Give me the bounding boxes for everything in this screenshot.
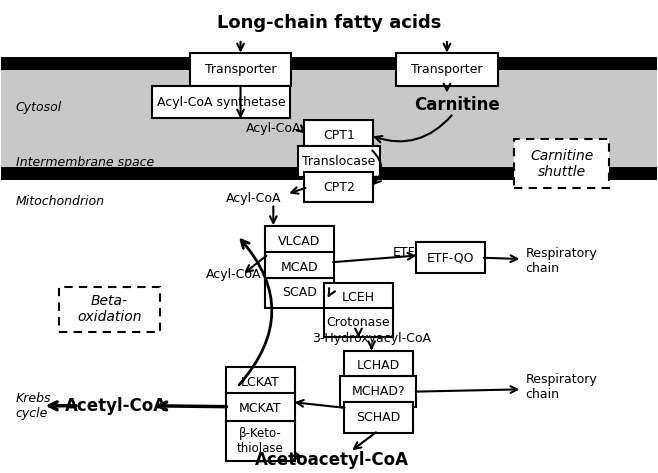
Text: LCEH: LCEH <box>342 291 375 304</box>
Text: Transporter: Transporter <box>411 63 483 76</box>
FancyBboxPatch shape <box>396 53 497 86</box>
Text: MCHAD?: MCHAD? <box>351 385 405 398</box>
FancyBboxPatch shape <box>416 242 484 273</box>
Text: CPT2: CPT2 <box>323 181 355 193</box>
Text: Acyl-CoA: Acyl-CoA <box>226 193 282 205</box>
Text: SCHAD: SCHAD <box>356 411 400 424</box>
FancyBboxPatch shape <box>514 139 609 188</box>
Text: Crotonase: Crotonase <box>326 316 390 329</box>
FancyBboxPatch shape <box>305 172 373 202</box>
Text: Krebs
cycle: Krebs cycle <box>16 392 51 420</box>
Text: MCAD: MCAD <box>281 261 318 273</box>
FancyBboxPatch shape <box>343 350 413 381</box>
Text: Cytosol: Cytosol <box>16 101 62 114</box>
FancyBboxPatch shape <box>324 283 393 313</box>
Text: SCAD: SCAD <box>282 287 317 299</box>
Text: Respiratory
chain: Respiratory chain <box>526 247 597 275</box>
Text: Acyl-CoA: Acyl-CoA <box>206 268 262 280</box>
Text: LCKAT: LCKAT <box>241 376 280 389</box>
FancyBboxPatch shape <box>343 402 413 433</box>
Text: Carnitine
shuttle: Carnitine shuttle <box>530 149 594 179</box>
FancyBboxPatch shape <box>265 252 334 282</box>
FancyBboxPatch shape <box>152 87 290 118</box>
Text: Acetyl-CoA: Acetyl-CoA <box>65 397 167 415</box>
FancyBboxPatch shape <box>265 226 334 256</box>
Text: MCKAT: MCKAT <box>239 402 282 415</box>
Text: ETF: ETF <box>393 246 416 259</box>
FancyBboxPatch shape <box>59 287 161 332</box>
Text: Transporter: Transporter <box>205 63 276 76</box>
Text: 3-Hydroxyacyl-CoA: 3-Hydroxyacyl-CoA <box>312 332 431 345</box>
Text: Beta-
oxidation: Beta- oxidation <box>77 294 141 324</box>
Text: Acyl-CoA: Acyl-CoA <box>245 122 301 135</box>
Text: Intermembrane space: Intermembrane space <box>16 156 154 169</box>
Bar <box>1 66 657 176</box>
FancyBboxPatch shape <box>226 393 295 423</box>
FancyBboxPatch shape <box>340 377 416 407</box>
Text: LCHAD: LCHAD <box>357 359 400 372</box>
Text: CPT1: CPT1 <box>323 129 355 142</box>
Text: Long-chain fatty acids: Long-chain fatty acids <box>217 14 441 32</box>
FancyBboxPatch shape <box>324 308 393 337</box>
Text: Mitochondrion: Mitochondrion <box>16 195 105 208</box>
FancyBboxPatch shape <box>265 278 334 308</box>
Text: VLCAD: VLCAD <box>278 235 320 248</box>
Text: Acetoacetyl-CoA: Acetoacetyl-CoA <box>255 451 409 469</box>
FancyBboxPatch shape <box>298 146 380 176</box>
Text: Carnitine: Carnitine <box>414 96 499 114</box>
Text: Translocase: Translocase <box>302 155 376 168</box>
FancyBboxPatch shape <box>305 120 373 151</box>
Text: Acyl-CoA synthetase: Acyl-CoA synthetase <box>157 96 285 109</box>
FancyBboxPatch shape <box>226 367 295 397</box>
FancyBboxPatch shape <box>226 421 295 461</box>
Text: Respiratory
chain: Respiratory chain <box>526 373 597 401</box>
Text: ETF-QO: ETF-QO <box>426 251 474 264</box>
Text: β-Keto-
thiolase: β-Keto- thiolase <box>237 427 284 455</box>
FancyBboxPatch shape <box>190 53 291 86</box>
